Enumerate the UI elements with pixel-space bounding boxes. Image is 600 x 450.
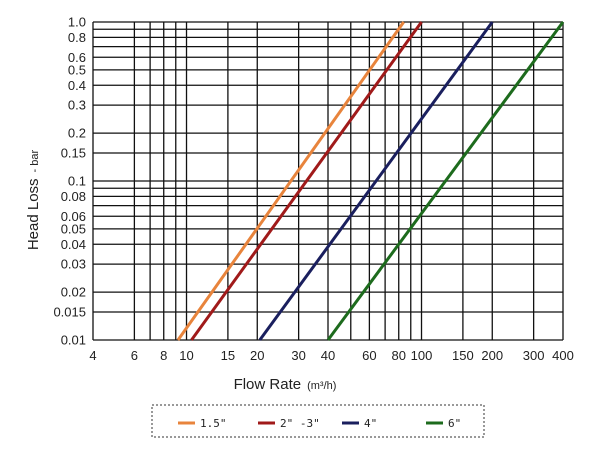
x-axis-title: Flow Rate (m³/h) <box>234 376 337 393</box>
legend-box <box>151 404 485 438</box>
y-tick-labels: 0.01 0.015 0.02 0.03 0.040.050.06 0.080.1 0.15… <box>53 15 86 348</box>
y-tick-label: 1.0 <box>68 15 86 30</box>
y-tick-label: 0.15 <box>61 146 86 161</box>
x-tick-label: 15 <box>221 348 235 363</box>
y-tick-label: 0.8 <box>68 30 86 45</box>
x-tick-label: 4 <box>89 348 96 363</box>
x-tick-label: 60 <box>362 348 376 363</box>
x-tick-label: 8 <box>160 348 167 363</box>
legend: 1.5" 2" -3" 4" 6" <box>178 417 461 430</box>
legend-label: 4" <box>364 417 377 430</box>
y-tick-label: 0.2 <box>68 126 86 141</box>
x-tick-label: 10 <box>179 348 193 363</box>
legend-label: 1.5" <box>200 417 227 430</box>
x-tick-label: 30 <box>291 348 305 363</box>
legend-label: 2" -3" <box>280 417 320 430</box>
y-tick-label: 0.03 <box>61 257 86 272</box>
x-tick-label: 6 <box>131 348 138 363</box>
legend-label: 6" <box>448 417 461 430</box>
grid <box>92 21 564 341</box>
x-tick-label: 150 <box>452 348 474 363</box>
y-tick-label: 0.08 <box>61 189 86 204</box>
y-tick-label: 0.5 <box>68 62 86 77</box>
x-tick-label: 40 <box>321 348 335 363</box>
y-tick-label: 0.015 <box>53 305 86 320</box>
y-tick-label: 0.4 <box>68 78 86 93</box>
series-line-3 <box>258 21 494 341</box>
y-tick-label: 0.04 <box>61 237 86 252</box>
y-tick-label: 0.6 <box>68 50 86 65</box>
series-layer <box>176 21 565 341</box>
x-tick-label: 400 <box>552 348 574 363</box>
y-tick-label: 0.05 <box>61 221 86 236</box>
x-tick-labels: 4 6 8 10 15 20 30 40 60 80 100 150 200 300 400 <box>89 348 573 363</box>
y-tick-label: 0.1 <box>68 174 86 189</box>
series-line-4 <box>326 21 565 341</box>
y-axis-title: Head Loss- bar <box>25 149 42 250</box>
x-tick-label: 200 <box>481 348 503 363</box>
y-tick-label: 0.3 <box>68 98 86 113</box>
y-tick-label: 0.06 <box>61 209 86 224</box>
x-tick-label: 100 <box>411 348 433 363</box>
y-tick-label: 0.01 <box>61 333 86 348</box>
x-tick-label: 80 <box>392 348 406 363</box>
x-tick-label: 300 <box>523 348 545 363</box>
x-tick-label: 20 <box>250 348 264 363</box>
series-line-2 <box>190 21 423 341</box>
y-tick-label: 0.02 <box>61 285 86 300</box>
series-line-1 <box>176 21 405 341</box>
